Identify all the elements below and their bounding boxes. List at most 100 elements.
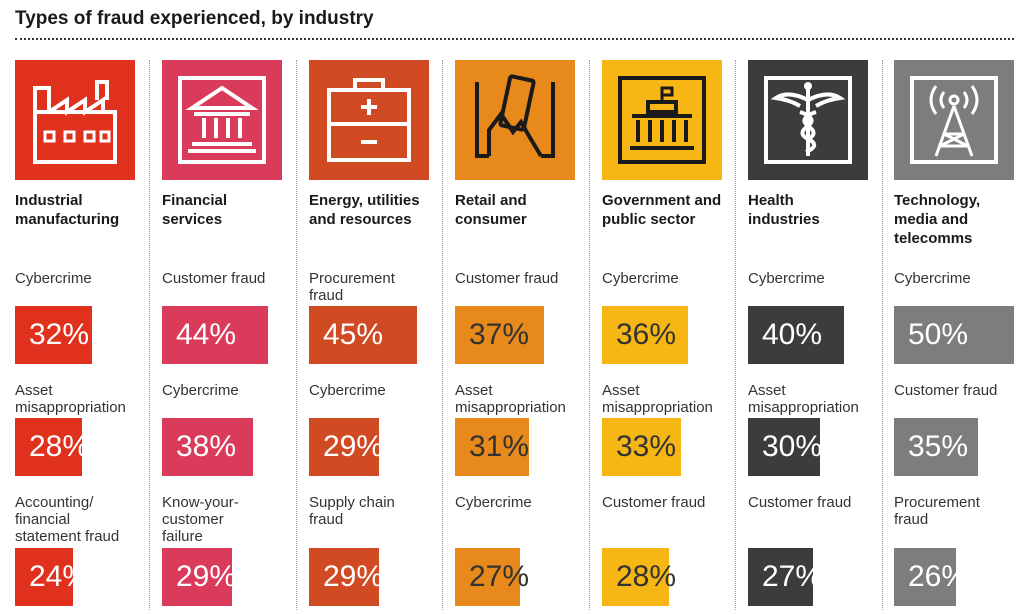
fraud-percent-label: 26% (908, 560, 969, 593)
fraud-bar (894, 306, 1014, 364)
fraud-type-label: Cybercrime (309, 382, 449, 399)
column-separator (589, 60, 590, 610)
fraud-bar (748, 418, 820, 476)
fraud-type-label-line: Procurement (894, 494, 980, 511)
fraud-type-label: Procurement fraud (894, 494, 1024, 528)
fraud-bar (602, 418, 681, 476)
fraud-type-label-line: Customer fraud (162, 270, 266, 287)
industry-name: Technology, media and telecomms (894, 191, 1024, 248)
fraud-percent-label: 28% (616, 560, 677, 593)
fraud-bar (602, 306, 688, 364)
fraud-percent-label: 35% (908, 430, 969, 463)
fraud-type-label-line: Asset (455, 382, 493, 399)
factory-icon (15, 60, 135, 180)
industry-name-line: Energy, utilities (309, 192, 420, 209)
fraud-type-label-line: Cybercrime (309, 382, 386, 399)
industry-name-line: telecomms (894, 230, 973, 247)
fraud-type-label-line: Procurement (309, 270, 395, 287)
fraud-bar (894, 548, 956, 606)
fraud-type-label: Customer fraud (602, 494, 742, 511)
fraud-bar (309, 418, 379, 476)
fraud-type-label: Asset misappropriation (15, 382, 155, 416)
industry-name: Retail and consumer (455, 191, 595, 229)
fraud-bar (162, 306, 268, 364)
industry-column: Industrial manufacturing Cybercrime 32% Asse… (15, 60, 135, 610)
industry-name-line: Technology, (894, 192, 981, 209)
fraud-type-label-line: statement fraud (15, 528, 120, 545)
fraud-type-label-line: Accounting/ (15, 494, 94, 511)
fraud-percent-label: 37% (469, 318, 530, 351)
industry-name: Government and public sector (602, 191, 742, 229)
fraud-bar (748, 306, 844, 364)
industry-name: Health industries (748, 191, 888, 229)
fraud-type-label-line: Customer fraud (894, 382, 998, 399)
fraud-type-label-line: fraud (309, 511, 344, 528)
industry-name-line: public sector (602, 211, 696, 228)
industry-name-line: Government and (602, 192, 722, 209)
industry-name-line: and resources (309, 211, 412, 228)
fraud-percent-label: 36% (616, 318, 677, 351)
fraud-type-label: Asset misappropriation (748, 382, 888, 416)
fraud-type-label: Asset misappropriation (602, 382, 742, 416)
fraud-type-label-line: Asset (15, 382, 53, 399)
fraud-type-label-line: failure (162, 528, 203, 545)
fraud-percent-label: 30% (762, 430, 823, 463)
column-separator (882, 60, 883, 610)
fraud-percent-label: 29% (176, 560, 237, 593)
fraud-percent-label: 24% (29, 560, 90, 593)
fraud-type-label-line: customer (162, 511, 224, 528)
column-separator (442, 60, 443, 610)
fraud-type-label-line: Customer fraud (455, 270, 559, 287)
fraud-type-label-line: Cybercrime (15, 270, 92, 287)
fraud-percent-label: 40% (762, 318, 823, 351)
title-divider (15, 38, 1014, 40)
column-separator (296, 60, 297, 610)
fraud-percent-label: 27% (469, 560, 530, 593)
fraud-type-label-line: financial (15, 511, 71, 528)
industry-column: Retail and consumer Customer fraud 37% Asset… (455, 60, 575, 610)
fraud-type-label-line: misappropriation (455, 399, 566, 416)
fraud-type-label: Cybercrime (455, 494, 595, 511)
industry-column: Technology, media and telecomms Cybercrime 5… (894, 60, 1014, 610)
industry-column: Health industries Cybercrime 40% Asset misapp… (748, 60, 868, 610)
fraud-type-label: Customer fraud (455, 270, 595, 287)
industry-column: Government and public sector Cybercrime 36%… (602, 60, 722, 610)
battery-icon (309, 60, 429, 180)
fraud-bar (455, 418, 529, 476)
fraud-bar (309, 548, 379, 606)
fraud-percent-label: 38% (176, 430, 237, 463)
fraud-type-label-line: Know-your- (162, 494, 239, 511)
fraud-type-label-line: Asset (602, 382, 640, 399)
industry-name: Energy, utilities and resources (309, 191, 449, 229)
bank-icon (162, 60, 282, 180)
fraud-bar (894, 418, 978, 476)
fraud-percent-label: 27% (762, 560, 823, 593)
fraud-type-label: Accounting/financial statement fraud (15, 494, 155, 545)
fraud-type-label-line: Cybercrime (894, 270, 971, 287)
fraud-type-label-line: misappropriation (15, 399, 126, 416)
fraud-type-label-line: Cybercrime (748, 270, 825, 287)
fraud-type-label-line: Cybercrime (162, 382, 239, 399)
fraud-percent-label: 45% (323, 318, 384, 351)
industry-name-line: industries (748, 211, 820, 228)
fraud-percent-label: 29% (323, 430, 384, 463)
industry-name: Industrial manufacturing (15, 191, 155, 229)
fraud-type-label: Customer fraud (894, 382, 1024, 399)
fraud-type-label-line: fraud (309, 287, 344, 304)
fraud-percent-label: 31% (469, 430, 530, 463)
column-separator (149, 60, 150, 610)
industry-name-line: Financial (162, 192, 228, 209)
fraud-type-label: Cybercrime (894, 270, 1024, 287)
antenna-tower-icon (894, 60, 1014, 180)
fraud-type-label-line: Customer fraud (748, 494, 852, 511)
fraud-type-label-line: Supply chain (309, 494, 395, 511)
industry-name-line: Retail and (455, 192, 527, 209)
government-building-icon (602, 60, 722, 180)
industry-name-line: media and (894, 211, 969, 228)
fraud-type-label-line: Cybercrime (602, 270, 679, 287)
fraud-percent-label: 29% (323, 560, 384, 593)
fraud-percent-label: 50% (908, 318, 969, 351)
industry-name-line: manufacturing (15, 211, 120, 228)
fraud-type-label: Customer fraud (748, 494, 888, 511)
industry-name-line: services (162, 211, 223, 228)
